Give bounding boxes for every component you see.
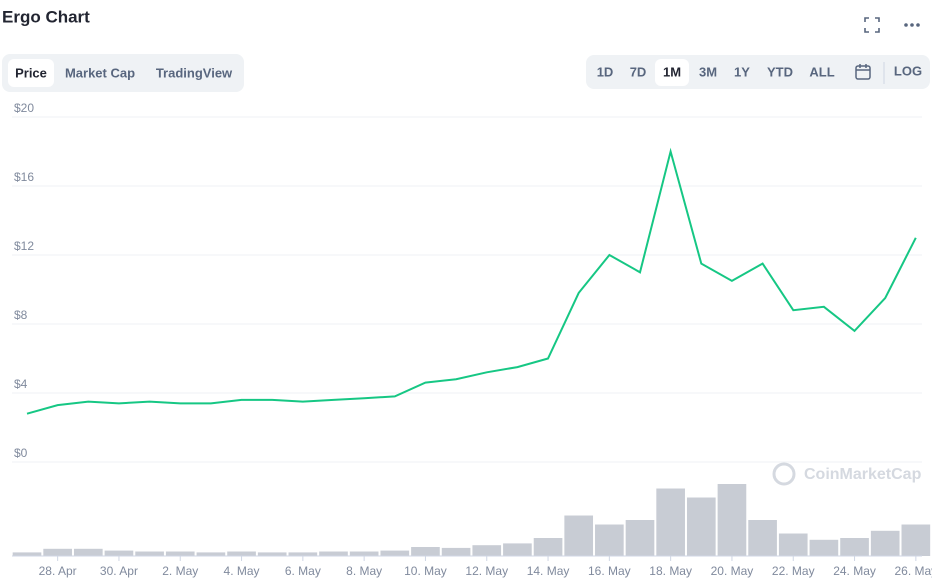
volume-bar [257,552,287,556]
volume-bar [870,530,900,556]
tab-selected [8,59,54,87]
volume-bar [533,538,563,556]
tab[interactable]: Market Cap [65,65,135,80]
x-tick-label: 16. May [588,564,631,578]
volume-bar [717,484,747,556]
watermark-logo [772,462,796,486]
volume-bar [43,548,72,556]
price-line [26,147,917,415]
range-button[interactable]: ALL [809,64,834,79]
y-tick-label: $8 [14,308,28,322]
calendar-icon[interactable] [855,64,871,80]
tab-group [2,54,244,92]
x-tick-label: 2. May [162,564,198,578]
volume-bar [73,548,103,556]
volume-bar [625,520,655,556]
volume-bar [840,538,869,556]
fullscreen-icon[interactable] [864,17,880,33]
range-button[interactable]: 1D [597,64,614,79]
range-selected [655,59,689,86]
x-tick-label: 4. May [224,564,260,578]
watermark: CoinMarketCap [804,466,922,483]
volume-bar [441,547,471,556]
volume-bar [165,551,195,556]
volume-bar [319,551,348,556]
y-tick-label: $12 [14,239,34,253]
volume-bar [349,551,379,556]
x-tick-label: 22. May [772,564,815,578]
y-tick-label: $16 [14,170,34,184]
x-tick-label: 10. May [404,564,447,578]
volume-bar [809,539,839,556]
volume-bar [564,515,594,556]
volume-bar [778,533,808,556]
x-tick-label: 14. May [527,564,570,578]
x-tick-label: 6. May [285,564,321,578]
more-icon[interactable] [904,23,920,27]
volume-bar [288,552,318,556]
volume-bar [196,552,226,556]
y-tick-label: $20 [14,101,34,115]
volume-bar [503,543,532,556]
x-tick-label: 18. May [649,564,692,578]
log-button[interactable]: LOG [894,63,922,78]
tab[interactable]: Price [15,65,47,80]
tab[interactable]: TradingView [156,65,233,80]
volume-bar [380,550,410,556]
volume-bar [227,551,256,556]
y-tick-label: $0 [14,446,28,460]
volume-bar [901,524,931,556]
volume-bar [411,547,440,556]
volume-bar [135,551,164,556]
range-button[interactable]: 3M [699,64,717,79]
x-tick-label: 30. Apr [100,564,138,578]
x-tick-label: 8. May [346,564,382,578]
volume-bar [595,524,624,556]
range-button[interactable]: 7D [630,64,647,79]
volume-bar [748,520,777,556]
volume-bar [686,497,716,556]
x-tick-label: 24. May [833,564,876,578]
volume-bar [12,552,42,556]
range-button[interactable]: 1Y [734,64,750,79]
volume-bar [104,550,134,556]
title: Ergo Chart [2,7,90,26]
x-tick-label: 12. May [465,564,508,578]
y-tick-label: $4 [14,377,28,391]
x-tick-label: 28. Apr [39,564,77,578]
x-tick-label: 20. May [711,564,754,578]
volume-bar [656,488,685,556]
x-tick-label: 26. May [895,564,932,578]
range-button[interactable]: YTD [767,64,793,79]
range-button[interactable]: 1M [663,64,681,79]
volume-bar [472,545,502,556]
